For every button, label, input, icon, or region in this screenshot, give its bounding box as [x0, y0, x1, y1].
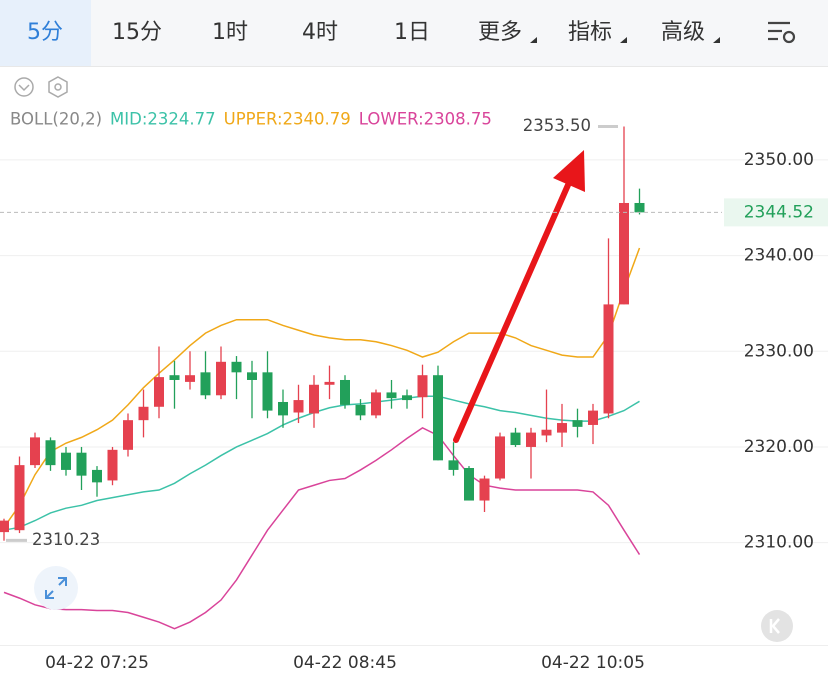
config-icon[interactable]	[48, 76, 68, 98]
candle-body	[510, 432, 521, 446]
candle-body	[340, 379, 350, 405]
candle-body	[309, 384, 319, 414]
candle-body	[448, 460, 459, 470]
settings-icon[interactable]	[768, 21, 796, 44]
tab[interactable]: 高级	[661, 20, 705, 45]
annotation-arrow	[453, 150, 585, 443]
candle-body	[30, 437, 40, 466]
candle-body	[293, 400, 304, 413]
candle-body	[107, 449, 118, 481]
candle-body	[634, 202, 645, 213]
candle-body	[216, 361, 226, 396]
tab[interactable]: 指标	[568, 20, 612, 45]
dropdown-triangle	[713, 37, 720, 43]
candle-body	[200, 372, 211, 396]
candle-body	[495, 436, 505, 479]
tab[interactable]: 1日	[394, 20, 430, 45]
expand-button[interactable]	[34, 566, 78, 610]
x-tick-label: 04-22 08:45	[293, 653, 397, 673]
candle-body	[14, 465, 25, 531]
candle-body	[526, 432, 536, 447]
band-line	[3, 395, 640, 531]
candle-body	[185, 375, 195, 382]
candle-body	[479, 478, 490, 501]
tab[interactable]: 1时	[212, 20, 248, 45]
last-price-label: 2344.52	[744, 202, 814, 222]
candle-body	[541, 429, 552, 436]
x-tick-label: 04-22 10:05	[541, 653, 645, 673]
candle-body	[138, 406, 149, 421]
band-line	[3, 247, 641, 528]
y-tick-label: 2330.00	[744, 341, 814, 361]
legend-item: UPPER:2340.79	[224, 110, 351, 129]
candle-body	[433, 375, 443, 461]
y-tick-label: 2340.00	[744, 246, 814, 266]
y-tick-label: 2320.00	[744, 437, 814, 457]
candle-body	[169, 375, 180, 380]
candle-body	[402, 395, 412, 401]
active-tab-bg	[0, 0, 91, 66]
tab-bar	[0, 0, 828, 66]
candle-body	[557, 423, 567, 433]
candle-body	[0, 520, 9, 533]
tab[interactable]: 4时	[302, 20, 338, 45]
tab[interactable]: 更多	[478, 20, 522, 45]
candle-body	[417, 375, 428, 398]
candle-body	[154, 377, 164, 407]
candle-body	[324, 381, 335, 385]
candle-body	[92, 469, 102, 483]
tab[interactable]: 5分	[27, 20, 63, 45]
legend-item: BOLL(20,2)	[10, 110, 102, 129]
legend-item: LOWER:2308.75	[359, 110, 492, 129]
dropdown-triangle	[620, 37, 627, 43]
scroll-end-button[interactable]	[761, 610, 793, 642]
candle-body	[247, 372, 257, 380]
candle-body	[76, 452, 87, 476]
candle-body	[262, 372, 273, 411]
candle-body	[386, 392, 397, 399]
candle-body	[603, 304, 614, 414]
band-line	[3, 426, 641, 630]
y-tick-label: 2310.00	[744, 533, 814, 553]
candle-body	[278, 401, 288, 416]
dropdown-triangle	[530, 37, 537, 43]
candle-body	[355, 404, 366, 416]
last-price-box	[724, 198, 828, 227]
y-tick-label: 2350.00	[744, 150, 814, 170]
plot	[0, 126, 828, 630]
min-marker-label: 2310.23	[32, 530, 100, 549]
legend-item: MID:2324.77	[110, 110, 216, 129]
candle-body	[572, 420, 583, 427]
max-marker-label: 2353.50	[523, 116, 591, 135]
candle-body	[619, 202, 629, 305]
hide-icon[interactable]	[14, 77, 34, 97]
candle-body	[371, 392, 381, 416]
candle-body	[61, 452, 71, 470]
candle-body	[464, 468, 474, 501]
candle-body	[588, 410, 598, 425]
candle-body	[123, 420, 133, 450]
candle-body	[45, 440, 56, 466]
x-tick-label: 04-22 07:25	[45, 653, 149, 673]
tab[interactable]: 15分	[112, 20, 162, 45]
candle-body	[231, 361, 242, 373]
